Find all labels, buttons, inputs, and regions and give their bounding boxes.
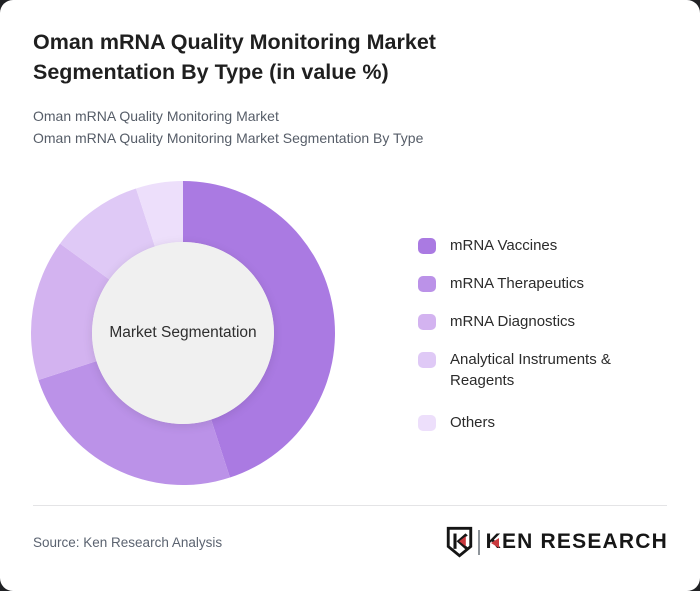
ken-research-shield-icon bbox=[446, 526, 472, 558]
legend-label: Others bbox=[450, 414, 496, 431]
legend-swatch-mrna-vaccines bbox=[418, 237, 436, 254]
subtitle-line-1: Oman mRNA Quality Monitoring Market bbox=[33, 108, 279, 124]
chart-legend: mRNA Vaccines mRNA Therapeutics mRNA Dia… bbox=[418, 235, 650, 450]
legend-item-mrna-diagnostics: mRNA Diagnostics bbox=[418, 311, 650, 332]
donut-center-circle: Market Segmentation bbox=[92, 242, 274, 424]
legend-swatch-analytical-instruments bbox=[418, 351, 436, 368]
donut-segment-1 bbox=[183, 181, 335, 478]
footer-divider bbox=[33, 505, 667, 506]
donut-segment-3 bbox=[31, 243, 110, 380]
legend-item-analytical-instruments: Analytical Instruments & Reagents bbox=[418, 349, 650, 391]
subtitle-line-2: Oman mRNA Quality Monitoring Market Segm… bbox=[33, 129, 424, 146]
legend-item-mrna-therapeutics: mRNA Therapeutics bbox=[418, 273, 650, 294]
legend-label: Analytical Instruments & Reagents bbox=[450, 351, 611, 389]
donut-segment-5 bbox=[136, 181, 183, 247]
donut-center-label: Market Segmentation bbox=[109, 324, 257, 341]
source-note: Source: Ken Research Analysis bbox=[33, 535, 223, 550]
legend-swatch-mrna-therapeutics bbox=[418, 275, 436, 292]
wordmark-red-triangle bbox=[490, 537, 499, 548]
page-title: Oman mRNA Quality Monitoring Market Segm… bbox=[33, 30, 436, 84]
legend-item-mrna-vaccines: mRNA Vaccines bbox=[418, 235, 650, 256]
legend-swatch-mrna-diagnostics bbox=[418, 313, 436, 330]
legend-label: mRNA Vaccines bbox=[450, 237, 558, 254]
ken-research-logo: KEN RESEARCH bbox=[446, 526, 668, 558]
legend-item-others: Others bbox=[418, 412, 650, 433]
legend-swatch-others bbox=[418, 414, 436, 431]
donut-segment-2 bbox=[38, 361, 230, 485]
logo-wordmark: KEN RESEARCH bbox=[485, 530, 668, 553]
shield-red-triangle bbox=[458, 536, 466, 547]
donut-chart: Market Segmentation bbox=[31, 181, 335, 485]
chart-subtitles: Oman mRNA Quality Monitoring Market Oman… bbox=[33, 106, 653, 149]
legend-label: mRNA Therapeutics bbox=[450, 275, 584, 292]
logo-separator bbox=[477, 529, 480, 555]
legend-label: mRNA Diagnostics bbox=[450, 313, 576, 330]
